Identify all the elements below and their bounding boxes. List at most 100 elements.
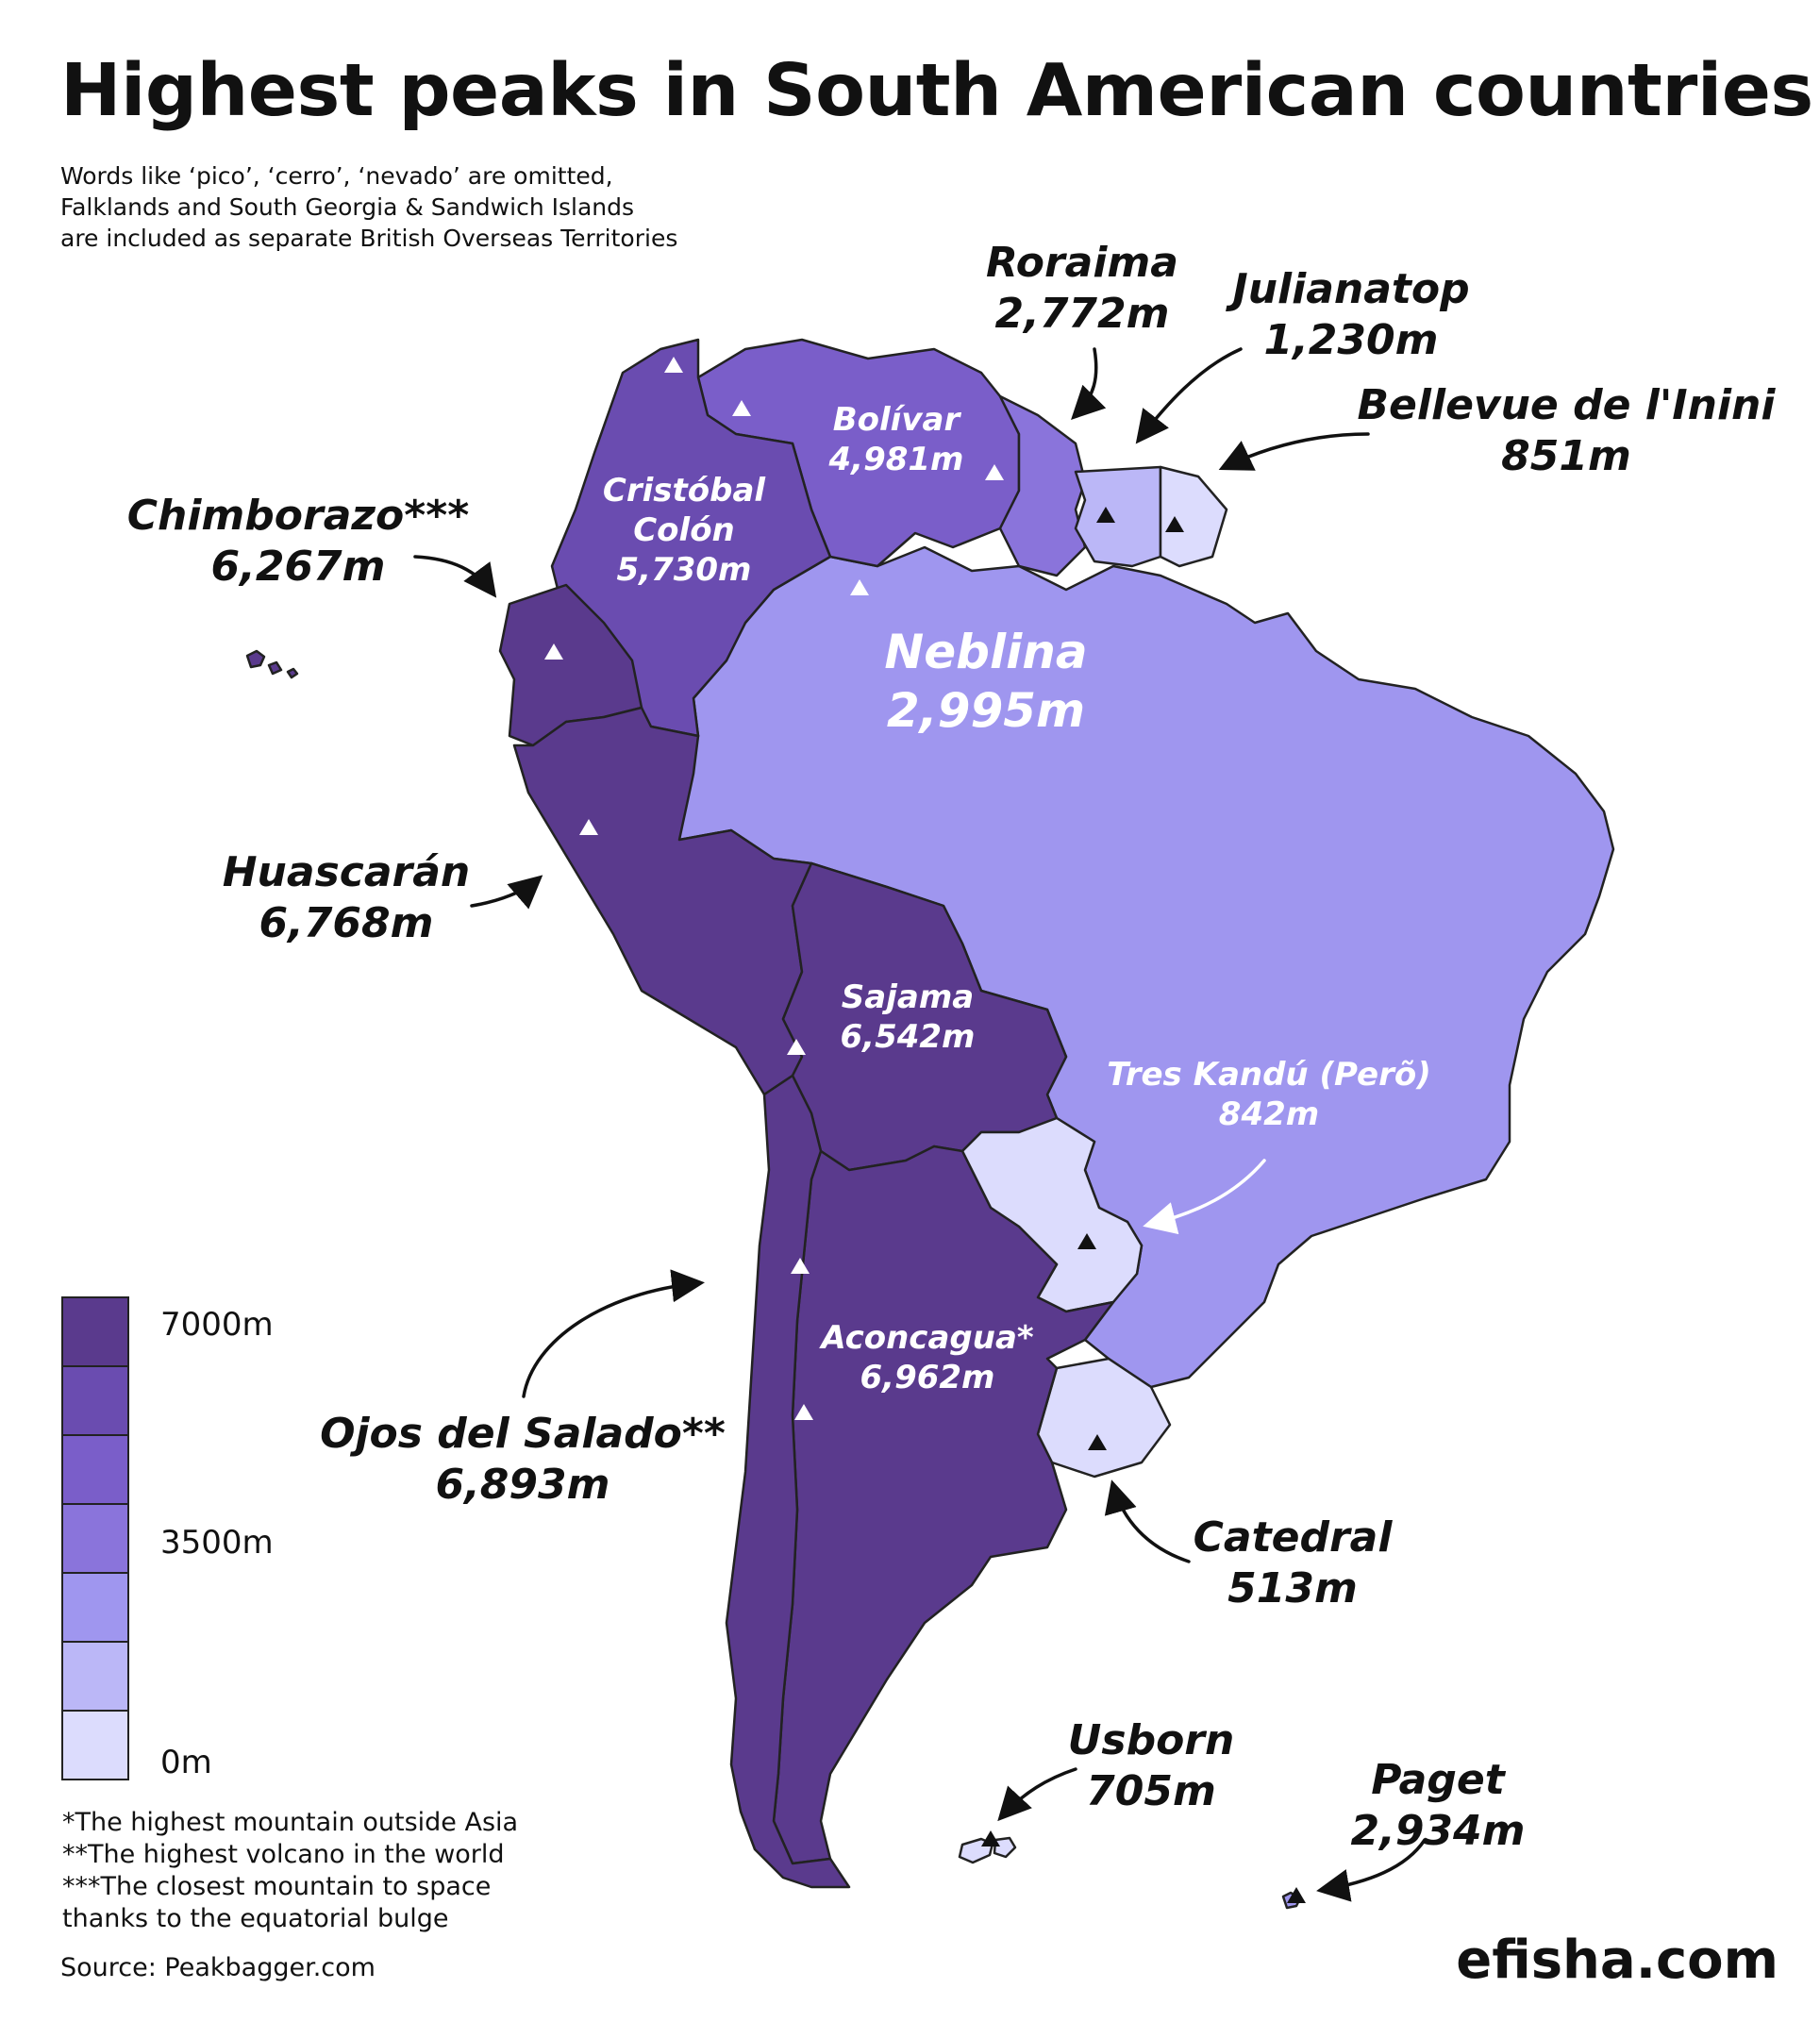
peak-marker-suriname	[1096, 507, 1115, 523]
brand-logo: efisha.com	[1456, 1930, 1778, 1991]
peak-name: Tres Kandú (Perõ)	[1107, 1056, 1431, 1094]
peak-name: Colón	[633, 511, 735, 549]
legend-band-0	[61, 1710, 129, 1780]
arrow-ojos	[522, 1269, 705, 1398]
label-falklands: Usborn 705m	[1068, 1715, 1235, 1817]
label-suriname: Julianatop 1,230m	[1232, 264, 1469, 366]
label-bolivia: Sajama 6,542m	[841, 978, 976, 1057]
subtitle-line: are included as separate British Oversea…	[60, 225, 678, 252]
label-chile: Ojos del Salado** 6,893m	[320, 1409, 726, 1511]
legend-label-mid: 3500m	[160, 1524, 274, 1562]
peak-height: 2,772m	[994, 290, 1170, 338]
peak-height: 4,981m	[828, 441, 964, 478]
peak-markers	[544, 357, 1306, 1903]
label-argentina: Aconcagua* 6,962m	[821, 1318, 1033, 1397]
peak-name: Neblina	[884, 625, 1088, 679]
label-peru: Huascarán 6,768m	[223, 847, 471, 949]
peak-height: 6,542m	[840, 1018, 976, 1056]
peak-marker-peru	[579, 819, 598, 835]
legend-band-2	[61, 1572, 129, 1643]
arrow-paget	[1316, 1838, 1427, 1902]
falkland-islands	[958, 1836, 1017, 1864]
country-suriname	[1074, 465, 1162, 568]
peak-height: 6,768m	[259, 899, 434, 947]
footnote: ***The closest mountain to space	[62, 1872, 492, 1901]
footnote: **The highest volcano in the world	[62, 1840, 505, 1869]
legend-bar	[61, 1296, 129, 1780]
peak-marker-colombia	[664, 357, 683, 373]
legend-label-bottom: 0m	[160, 1744, 212, 1781]
arrow-catedral	[1104, 1479, 1191, 1563]
legend-band-1	[61, 1641, 129, 1712]
peak-marker-guyana	[850, 579, 869, 595]
peak-name: Sajama	[841, 978, 975, 1016]
peak-name: Chimborazo***	[126, 492, 470, 540]
peak-marker-french-guiana	[1165, 516, 1184, 532]
arrow-huascaran	[470, 875, 543, 910]
source-credit: Source: Peakbagger.com	[60, 1953, 376, 1982]
peak-height: 2,934m	[1350, 1807, 1526, 1855]
arrow-chimborazo	[413, 555, 497, 598]
footnotes: *The highest mountain outside Asia **The…	[62, 1807, 518, 1935]
peak-name: Catedral	[1193, 1513, 1393, 1562]
peak-marker-venezuela-border	[985, 464, 1004, 480]
peak-marker-south-georgia	[1287, 1887, 1306, 1903]
country-chile	[725, 1074, 851, 1889]
label-brazil: Neblina 2,995m	[884, 623, 1087, 740]
peak-name: Huascarán	[222, 848, 471, 896]
arrow-julianatop	[1135, 347, 1243, 444]
peak-marker-chile	[791, 1258, 810, 1274]
label-guyana: Roraima 2,772m	[986, 238, 1178, 340]
legend-label-top: 7000m	[160, 1306, 274, 1344]
label-south-georgia: Paget 2,934m	[1350, 1755, 1525, 1857]
peak-name: Usborn	[1067, 1716, 1235, 1764]
peak-marker-falklands	[981, 1830, 1000, 1847]
label-paraguay: Tres Kandú (Perõ) 842m	[1107, 1055, 1431, 1134]
label-ecuador: Chimborazo*** 6,267m	[127, 491, 470, 593]
label-french-guiana: Bellevue de l'Inini 851m	[1358, 380, 1776, 482]
peak-marker-ecuador	[544, 643, 563, 660]
peak-name: Cristóbal	[602, 472, 766, 510]
peak-marker-uruguay	[1088, 1434, 1107, 1450]
legend-band-4	[61, 1434, 129, 1505]
peak-height: 842m	[1218, 1095, 1320, 1133]
arrow-usborn	[997, 1767, 1077, 1822]
peak-name: Aconcagua*	[821, 1319, 1034, 1357]
arrow-bellevue	[1218, 432, 1370, 471]
peak-marker-argentina	[794, 1404, 813, 1420]
peak-height: 2,995m	[886, 683, 1086, 738]
arrow-tres-kandu	[1143, 1159, 1266, 1235]
peak-height: 6,893m	[435, 1461, 610, 1509]
peak-name: Ojos del Salado**	[320, 1410, 726, 1458]
peak-height: 1,230m	[1263, 316, 1439, 364]
peak-name: Bolívar	[832, 401, 960, 439]
peak-marker-paraguay	[1077, 1233, 1096, 1249]
arrow-roraima	[1071, 347, 1107, 420]
map-subtitle: Words like ‘pico’, ‘cerro’, ‘nevado’ are…	[60, 160, 677, 254]
peak-name: Roraima	[986, 239, 1178, 287]
footnote: *The highest mountain outside Asia	[62, 1808, 519, 1837]
peak-marker-bolivia	[787, 1039, 806, 1055]
peak-height: 5,730m	[616, 551, 752, 589]
legend-band-6	[61, 1296, 129, 1367]
peak-name: Bellevue de l'Inini	[1357, 381, 1776, 429]
map-title: Highest peaks in South American countrie…	[60, 49, 1813, 133]
peak-height: 851m	[1501, 432, 1631, 480]
legend-band-3	[61, 1503, 129, 1574]
label-uruguay: Catedral 513m	[1194, 1512, 1393, 1614]
peak-height: 6,962m	[860, 1359, 995, 1396]
subtitle-line: Words like ‘pico’, ‘cerro’, ‘nevado’ are…	[60, 162, 613, 190]
country-guyana	[998, 394, 1087, 577]
label-colombia: Cristóbal Colón 5,730m	[603, 471, 765, 590]
peak-name: Paget	[1371, 1756, 1505, 1804]
legend-band-5	[61, 1365, 129, 1436]
subtitle-line: Falklands and South Georgia & Sandwich I…	[60, 193, 635, 221]
footnote: thanks to the equatorial bulge	[62, 1904, 449, 1933]
peak-name: Julianatop	[1232, 265, 1470, 313]
peak-height: 705m	[1086, 1767, 1216, 1815]
galapagos-islands	[245, 649, 299, 679]
peak-marker-venezuela	[732, 400, 751, 416]
country-french-guiana	[1159, 465, 1228, 568]
peak-height: 6,267m	[210, 543, 386, 591]
